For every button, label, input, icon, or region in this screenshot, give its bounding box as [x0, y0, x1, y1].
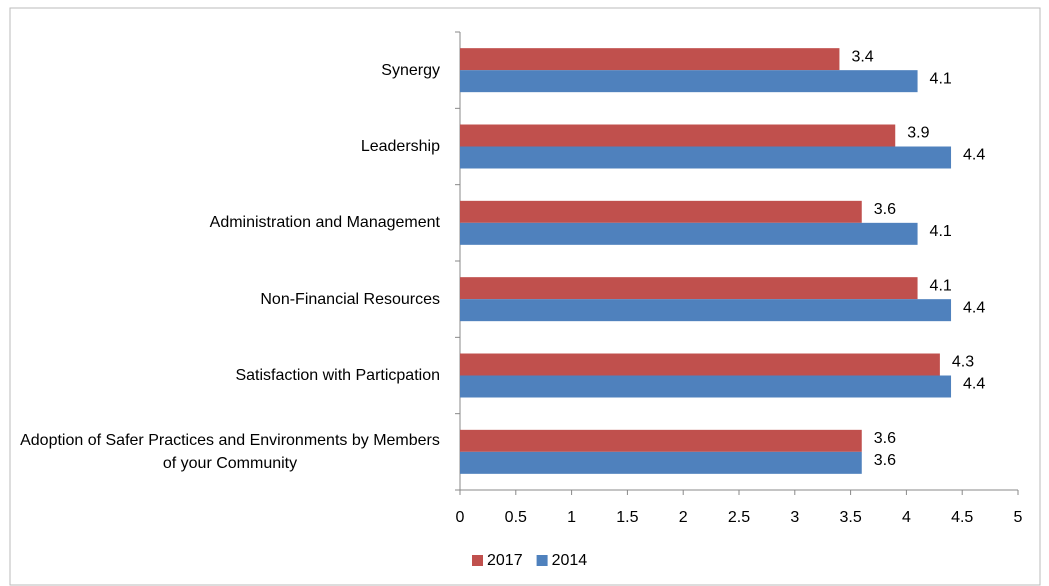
category-label: Adoption of Safer Practices and Environm… — [20, 429, 440, 475]
bar — [460, 200, 862, 223]
x-tick-label: 4 — [902, 509, 911, 526]
category-text: Non-Financial Resources — [260, 290, 440, 308]
data-label: 4.4 — [963, 299, 985, 316]
legend-swatch — [472, 555, 483, 566]
category-label: Synergy — [20, 59, 440, 82]
legend-label: 2017 — [487, 552, 523, 569]
data-label: 3.4 — [851, 48, 873, 65]
x-tick-label: 1 — [567, 509, 576, 526]
category-label: Non-Financial Resources — [20, 288, 440, 311]
x-tick-label: 2 — [679, 509, 688, 526]
bar — [460, 70, 918, 93]
legend-label: 2014 — [552, 552, 588, 569]
bar — [460, 48, 840, 71]
bar — [460, 429, 862, 452]
data-label: 4.4 — [963, 376, 985, 393]
x-tick-label: 0.5 — [505, 509, 527, 526]
x-tick-label: 1.5 — [616, 509, 638, 526]
x-tick-label: 2.5 — [728, 509, 750, 526]
bar — [460, 299, 952, 322]
category-text: Administration and Management — [209, 214, 440, 232]
data-label: 4.4 — [963, 147, 985, 164]
data-label: 4.1 — [930, 70, 952, 87]
legend-swatch — [536, 555, 548, 566]
data-label: 3.6 — [874, 201, 896, 218]
data-label: 4.1 — [930, 223, 952, 240]
bar — [460, 222, 918, 245]
category-label: Leadership — [20, 135, 440, 158]
category-text: Satisfaction with Particpation — [235, 367, 440, 384]
bar — [460, 277, 918, 300]
bar — [460, 146, 952, 169]
bar — [460, 451, 862, 474]
category-label: Administration and Management — [20, 211, 440, 234]
chart-border — [9, 7, 1041, 586]
data-label: 4.3 — [952, 354, 974, 371]
bar — [460, 124, 896, 147]
category-text: Synergy — [381, 61, 440, 79]
x-tick-label: 3 — [790, 509, 799, 526]
data-label: 3.6 — [874, 430, 896, 447]
data-label: 3.6 — [874, 452, 896, 469]
category-text: Adoption of Safer Practices and Environm… — [20, 431, 440, 472]
bar — [460, 353, 940, 376]
data-label: 4.1 — [930, 277, 952, 294]
x-tick-label: 3.5 — [839, 509, 861, 526]
x-tick-label: 5 — [1014, 509, 1023, 526]
category-label: Satisfaction with Particpation — [20, 364, 440, 387]
x-tick-label: 4.5 — [951, 509, 973, 526]
data-label: 3.9 — [907, 125, 929, 142]
bar — [460, 375, 952, 398]
x-tick-label: 0 — [456, 509, 465, 526]
category-text: Leadership — [360, 138, 440, 155]
